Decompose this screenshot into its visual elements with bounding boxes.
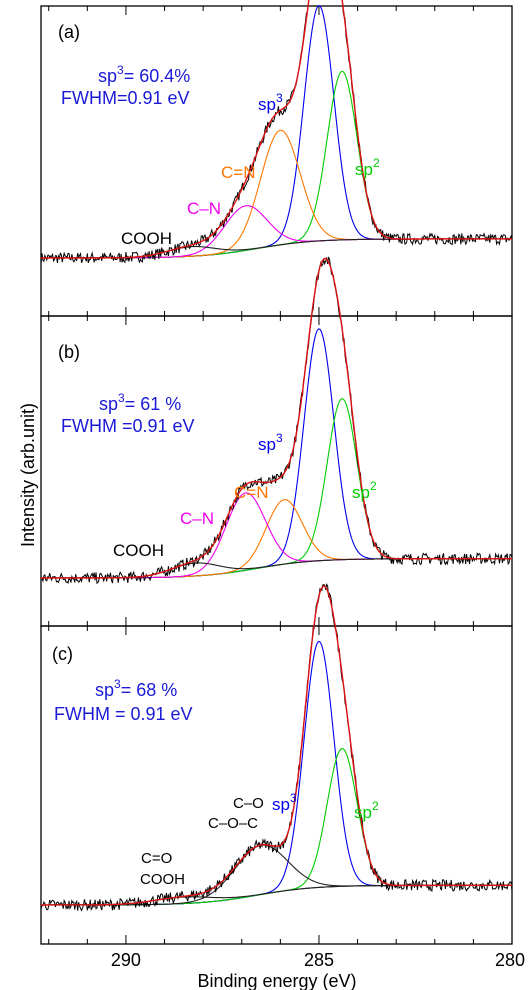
panel-b-label: (b) (58, 342, 80, 362)
panel-frames (40, 5, 513, 945)
panel-a-cn-double-label: C=N (221, 163, 255, 182)
panel-c-cdoubleo-label: C=O (141, 850, 172, 867)
panel-c-coc-label: C–O–C (208, 815, 258, 832)
x-axis-title: Binding energy (eV) (197, 971, 356, 990)
panel-b-cn-single-label: C–N (180, 509, 214, 528)
panel-b-fwhm-annotation: FWHM =0.91 eV (61, 416, 195, 436)
panel-c-label: (c) (52, 644, 73, 664)
panel-c-raw-spectrum (40, 583, 513, 912)
panel-b-text: (b) sp3= 61 % FWHM =0.91 eV sp3 sp2 C=N … (58, 342, 377, 560)
panel-c-envelope-fit (41, 585, 512, 906)
axis-labels: 290 285 280 Binding energy (eV) Intensit… (18, 403, 525, 990)
panel-c-sp2-label: sp2 (354, 799, 379, 822)
panel-b-sp3-label: sp3 (258, 431, 283, 454)
x-tick-label-285: 285 (304, 950, 334, 970)
panel-b-curves (40, 256, 513, 585)
panel-a-sp2-label: sp2 (355, 156, 380, 179)
panel-a-text: (a) sp3= 60.4% FWHM=0.91 eV sp3 sp2 C=N … (58, 22, 380, 248)
panel-a-envelope-fit (41, 0, 512, 259)
panel-c-curves (40, 583, 513, 912)
panel-a-curves (40, 0, 513, 264)
x-tick-label-290: 290 (111, 950, 141, 970)
panel-b-sp2-label: sp2 (352, 479, 377, 502)
panel-a-cn-single-label: C–N (187, 199, 221, 218)
panel-c-sp3-label: sp3 (272, 791, 297, 814)
panel-b-cooh-label: COOH (113, 541, 164, 560)
panel-c-frame (40, 625, 513, 945)
panel-a-sp3-label: sp3 (258, 91, 283, 114)
x-tick-label-280: 280 (495, 950, 525, 970)
panel-a-fwhm-annotation: FWHM=0.91 eV (61, 88, 190, 108)
panel-c-sp3-annotation: sp3= 68 % (95, 677, 177, 700)
panel-a-label: (a) (58, 22, 80, 42)
panel-c-text: (c) sp3= 68 % FWHM = 0.91 eV sp3 sp2 C–O… (52, 644, 379, 888)
panel-c-fwhm-annotation: FWHM = 0.91 eV (54, 704, 193, 724)
panel-c-co-label: C–O (233, 795, 264, 812)
panel-b-sp3-annotation: sp3= 61 % (99, 391, 181, 414)
panel-a-sp3-annotation: sp3= 60.4% (98, 63, 190, 86)
panel-b-envelope-fit (41, 257, 512, 579)
panel-b-cn-double-label: C=N (234, 483, 268, 502)
y-axis-title: Intensity (arb.unit) (18, 403, 38, 547)
panel-a-cooh-label: COOH (121, 229, 172, 248)
panel-c-cooh-label: COOH (140, 871, 185, 888)
axis-ticks (48, 6, 513, 944)
